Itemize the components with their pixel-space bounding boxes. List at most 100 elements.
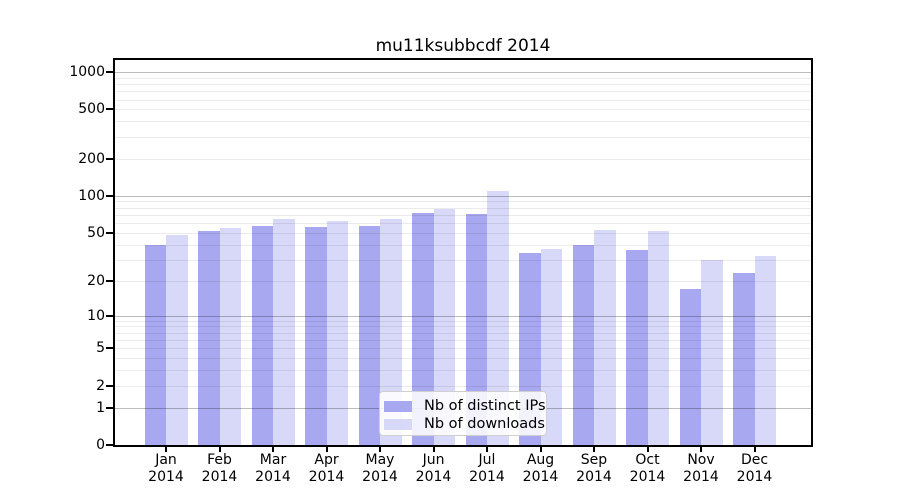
- gridline-minor: [115, 77, 811, 79]
- y-tick: [106, 194, 115, 197]
- x-tick: [700, 445, 702, 452]
- legend-label-downloads: Nb of downloads: [424, 416, 545, 432]
- x-tick: [379, 445, 381, 452]
- gridline-major: [115, 72, 811, 74]
- gridline-major: [115, 195, 811, 197]
- x-tick-label: May 2014: [362, 452, 398, 485]
- y-tick: [106, 314, 115, 317]
- gridline-minor: [115, 109, 811, 111]
- y-tick-label: 50: [87, 224, 105, 241]
- y-tick: [106, 444, 115, 446]
- x-tick: [593, 445, 595, 452]
- y-tick-label: 10: [87, 307, 105, 324]
- x-tick-label: Sep 2014: [576, 452, 612, 485]
- bar-distinct-ips-apr: [305, 226, 327, 445]
- y-tick-label: 1: [96, 399, 105, 416]
- x-tick: [432, 445, 435, 452]
- bar-downloads-feb: [219, 227, 241, 445]
- y-tick-label: 1000: [69, 64, 105, 81]
- legend-row-downloads: Nb of downloads: [384, 415, 546, 433]
- x-tick: [272, 445, 274, 452]
- bar-distinct-ips-sep: [572, 244, 594, 445]
- bar-downloads-nov: [701, 259, 723, 445]
- gridline-minor: [115, 259, 811, 261]
- gridline-minor: [115, 136, 811, 138]
- y-tick: [106, 279, 115, 282]
- bar-downloads-oct: [647, 230, 669, 445]
- y-tick-label: 200: [78, 150, 105, 167]
- y-tick: [106, 157, 115, 160]
- gridline-minor: [115, 207, 811, 209]
- y-tick: [106, 108, 115, 111]
- bar-downloads-sep: [594, 229, 616, 445]
- y-tick: [106, 406, 115, 409]
- gridline-minor: [115, 332, 811, 334]
- y-tick-label: 0: [96, 437, 105, 453]
- bar-downloads-may: [380, 218, 402, 445]
- gridline-minor: [115, 385, 811, 387]
- gridline-minor: [115, 232, 811, 234]
- bar-downloads-dec: [754, 256, 776, 445]
- bar-downloads-jul: [487, 190, 509, 445]
- x-tick: [753, 445, 756, 452]
- x-tick: [325, 445, 328, 452]
- x-tick-label: Nov 2014: [683, 452, 719, 485]
- y-tick: [106, 384, 115, 387]
- y-tick: [106, 347, 115, 350]
- legend-swatch-distinct-ips: [384, 400, 412, 412]
- gridline-minor: [115, 84, 811, 86]
- bar-distinct-ips-oct: [626, 250, 648, 445]
- legend-label-distinct-ips: Nb of distinct IPs: [424, 398, 546, 414]
- chart-title: mu11ksubbcdf 2014: [375, 36, 551, 56]
- plot-area: [106, 58, 813, 452]
- bar-distinct-ips-mar: [251, 225, 273, 445]
- gridline-minor: [115, 214, 811, 216]
- bar-distinct-ips-feb: [198, 230, 220, 445]
- bar-distinct-ips-jun: [412, 213, 434, 445]
- x-tick-label: Apr 2014: [308, 452, 345, 485]
- gridline-minor: [115, 244, 811, 246]
- x-tick-label: Jun 2014: [415, 452, 452, 485]
- gridline-minor: [115, 121, 811, 123]
- y-tick-label: 500: [78, 101, 105, 118]
- x-tick: [646, 445, 649, 452]
- bar-downloads-jan: [166, 234, 188, 445]
- bar-distinct-ips-jul: [465, 214, 487, 445]
- gridline-minor: [115, 91, 811, 93]
- bar-distinct-ips-dec: [733, 273, 755, 445]
- gridline-minor: [115, 358, 811, 360]
- x-tick-label: Oct 2014: [629, 452, 666, 485]
- gridline-minor: [115, 201, 811, 203]
- y-tick-label: 5: [96, 340, 105, 357]
- x-tick-label: Aug 2014: [522, 452, 559, 485]
- x-tick: [486, 445, 488, 452]
- legend-row-distinct-ips: Nb of distinct IPs: [384, 397, 546, 415]
- gridline-minor: [115, 326, 811, 328]
- x-tick: [539, 445, 542, 452]
- gridline-minor: [115, 280, 811, 282]
- gridline-minor: [115, 99, 811, 101]
- gridline-minor: [115, 370, 811, 372]
- x-tick-label: Jul 2014: [469, 452, 505, 485]
- bar-downloads-jun: [433, 209, 455, 445]
- gridline-minor: [115, 223, 811, 225]
- gridline-minor: [115, 320, 811, 322]
- x-tick-label: Mar 2014: [255, 452, 291, 485]
- y-tick-label: 20: [87, 272, 105, 289]
- bar-distinct-ips-nov: [679, 288, 701, 445]
- x-tick: [165, 445, 167, 452]
- x-tick-label: Dec 2014: [736, 452, 773, 485]
- y-tick-label: 100: [78, 187, 105, 204]
- bar-downloads-apr: [326, 221, 348, 445]
- y-tick-label: 2: [96, 377, 105, 394]
- x-tick-label: Feb 2014: [201, 452, 238, 485]
- x-tick: [218, 445, 221, 452]
- x-tick-label: Jan 2014: [148, 452, 184, 485]
- y-tick: [106, 71, 115, 74]
- bar-distinct-ips-may: [358, 225, 380, 445]
- legend: Nb of distinct IPs Nb of downloads: [379, 391, 547, 436]
- gridline-major: [115, 315, 811, 317]
- gridline-minor: [115, 158, 811, 160]
- bar-distinct-ips-jan: [144, 244, 166, 445]
